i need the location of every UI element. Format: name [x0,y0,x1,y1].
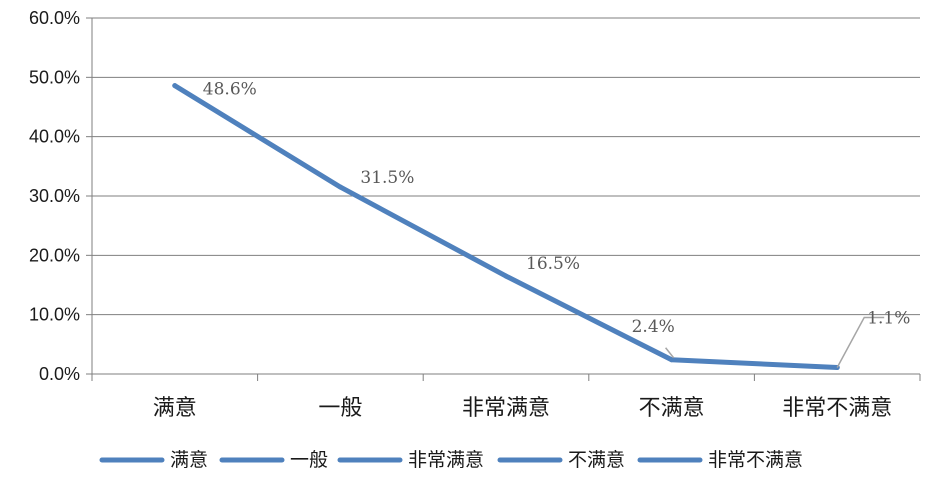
x-tick-label: 满意 [153,396,197,421]
data-label-leader [836,316,885,368]
legend: 满意 一般 非常满意 不满意 非常不满意 [99,449,803,471]
legend-label: 非常不满意 [708,449,803,471]
data-label: 48.6% [203,80,257,100]
data-label: 16.5% [526,254,580,274]
data-label: 2.4% [632,317,675,337]
data-label: 31.5% [360,168,414,188]
x-tick-label: 非常不满意 [782,396,892,421]
legend-label: 一般 [290,449,328,471]
y-tick-label: 0.0% [39,364,80,384]
data-point [337,184,343,190]
data-point [503,273,509,279]
y-tick-label: 40.0% [29,127,80,147]
y-axis-tick-labels: 0.0% 10.0% 20.0% 30.0% 40.0% 50.0% 60.0% [29,8,80,384]
y-tick-label: 50.0% [29,67,80,87]
gridlines [92,17,920,316]
y-tick-label: 10.0% [29,305,80,325]
x-tick-label: 非常满意 [462,396,550,421]
x-tick-label: 一般 [318,396,362,421]
data-label-leader [665,347,675,359]
legend-label: 非常满意 [408,449,484,471]
axes [86,17,921,381]
legend-label: 满意 [170,449,208,471]
series-line-path [172,83,840,370]
x-axis-tick-labels: 满意 一般 非常满意 不满意 非常不满意 [153,396,892,421]
y-tick-label: 20.0% [29,245,80,265]
data-label: 1.1% [867,308,910,328]
x-tick-label: 不满意 [639,396,705,421]
data-point [669,357,675,363]
y-tick-label: 60.0% [29,8,80,28]
data-labels: 48.6% 31.5% 16.5% 2.4% 1.1% [203,80,910,368]
y-tick-label: 30.0% [29,186,80,206]
legend-label: 不满意 [568,449,625,471]
data-point [172,83,178,89]
series-line [172,83,840,370]
